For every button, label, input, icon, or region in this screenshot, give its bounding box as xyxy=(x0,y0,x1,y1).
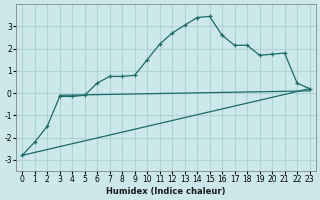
X-axis label: Humidex (Indice chaleur): Humidex (Indice chaleur) xyxy=(106,187,226,196)
